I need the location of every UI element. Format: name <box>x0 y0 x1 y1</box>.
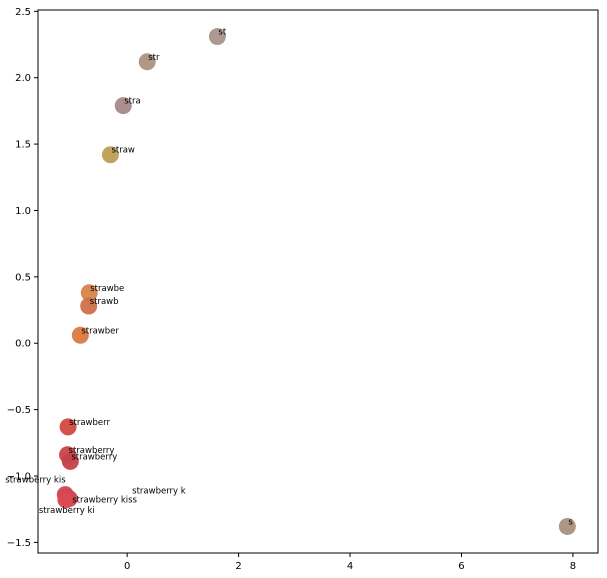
scatter-point <box>59 418 77 436</box>
y-tick-label: 0.0 <box>15 339 31 350</box>
y-tick-label: 1.5 <box>15 140 31 151</box>
point-label: strawberry ki <box>39 506 95 516</box>
point-label: strawberry <box>69 446 115 456</box>
point-label: s <box>568 517 573 527</box>
point-label: stra <box>124 97 140 107</box>
y-axis-ticks: −1.5 −1.0 −0.5 0.0 0.5 1.0 1.5 2.0 2.5 <box>7 7 38 549</box>
scatter-point <box>80 284 98 302</box>
scatter-point <box>61 452 79 470</box>
point-label: strawbe <box>90 284 124 294</box>
y-tick-label: 2.5 <box>15 7 31 18</box>
point-label: straw <box>111 146 134 156</box>
scatter-point <box>558 517 576 535</box>
x-tick-label: 4 <box>347 561 353 572</box>
x-tick-label: 6 <box>458 561 464 572</box>
scatter-point <box>114 97 132 115</box>
y-tick-label: 2.0 <box>15 73 31 84</box>
plot-area <box>38 10 598 553</box>
point-label: strawberry k <box>132 486 186 496</box>
point-label: strawberry kiss <box>72 496 137 506</box>
y-tick-label: −1.5 <box>7 538 31 549</box>
point-label: strawb <box>90 297 119 307</box>
y-tick-label: 1.0 <box>15 206 31 217</box>
y-tick-label: 0.5 <box>15 272 31 283</box>
point-label: strawberr <box>69 418 110 428</box>
y-tick-label: −1.0 <box>7 471 31 482</box>
x-tick-label: 8 <box>570 561 576 572</box>
scatter-point <box>80 297 98 315</box>
point-label: strawberry kis <box>5 476 66 486</box>
scatter-point <box>138 53 156 71</box>
scatter-point <box>101 146 119 164</box>
x-tick-label: 0 <box>124 561 130 572</box>
scatter-point <box>208 28 226 46</box>
scatter-point <box>57 491 75 509</box>
axes-frame <box>37 9 599 554</box>
point-label: str <box>148 53 160 63</box>
points-layer <box>56 28 576 535</box>
scatter-point <box>71 326 89 344</box>
x-axis-ticks: 0 2 4 6 8 <box>124 553 576 572</box>
x-tick-label: 2 <box>235 561 241 572</box>
point-labels-layer: s st str stra straw strawbe strawb strawber stra… <box>5 28 573 528</box>
axes <box>37 9 599 554</box>
point-label: strawber <box>81 326 119 336</box>
point-label: st <box>218 28 226 38</box>
y-tick-label: −0.5 <box>7 405 31 416</box>
point-label: strawberry <box>71 452 117 462</box>
plot-background <box>38 10 598 553</box>
